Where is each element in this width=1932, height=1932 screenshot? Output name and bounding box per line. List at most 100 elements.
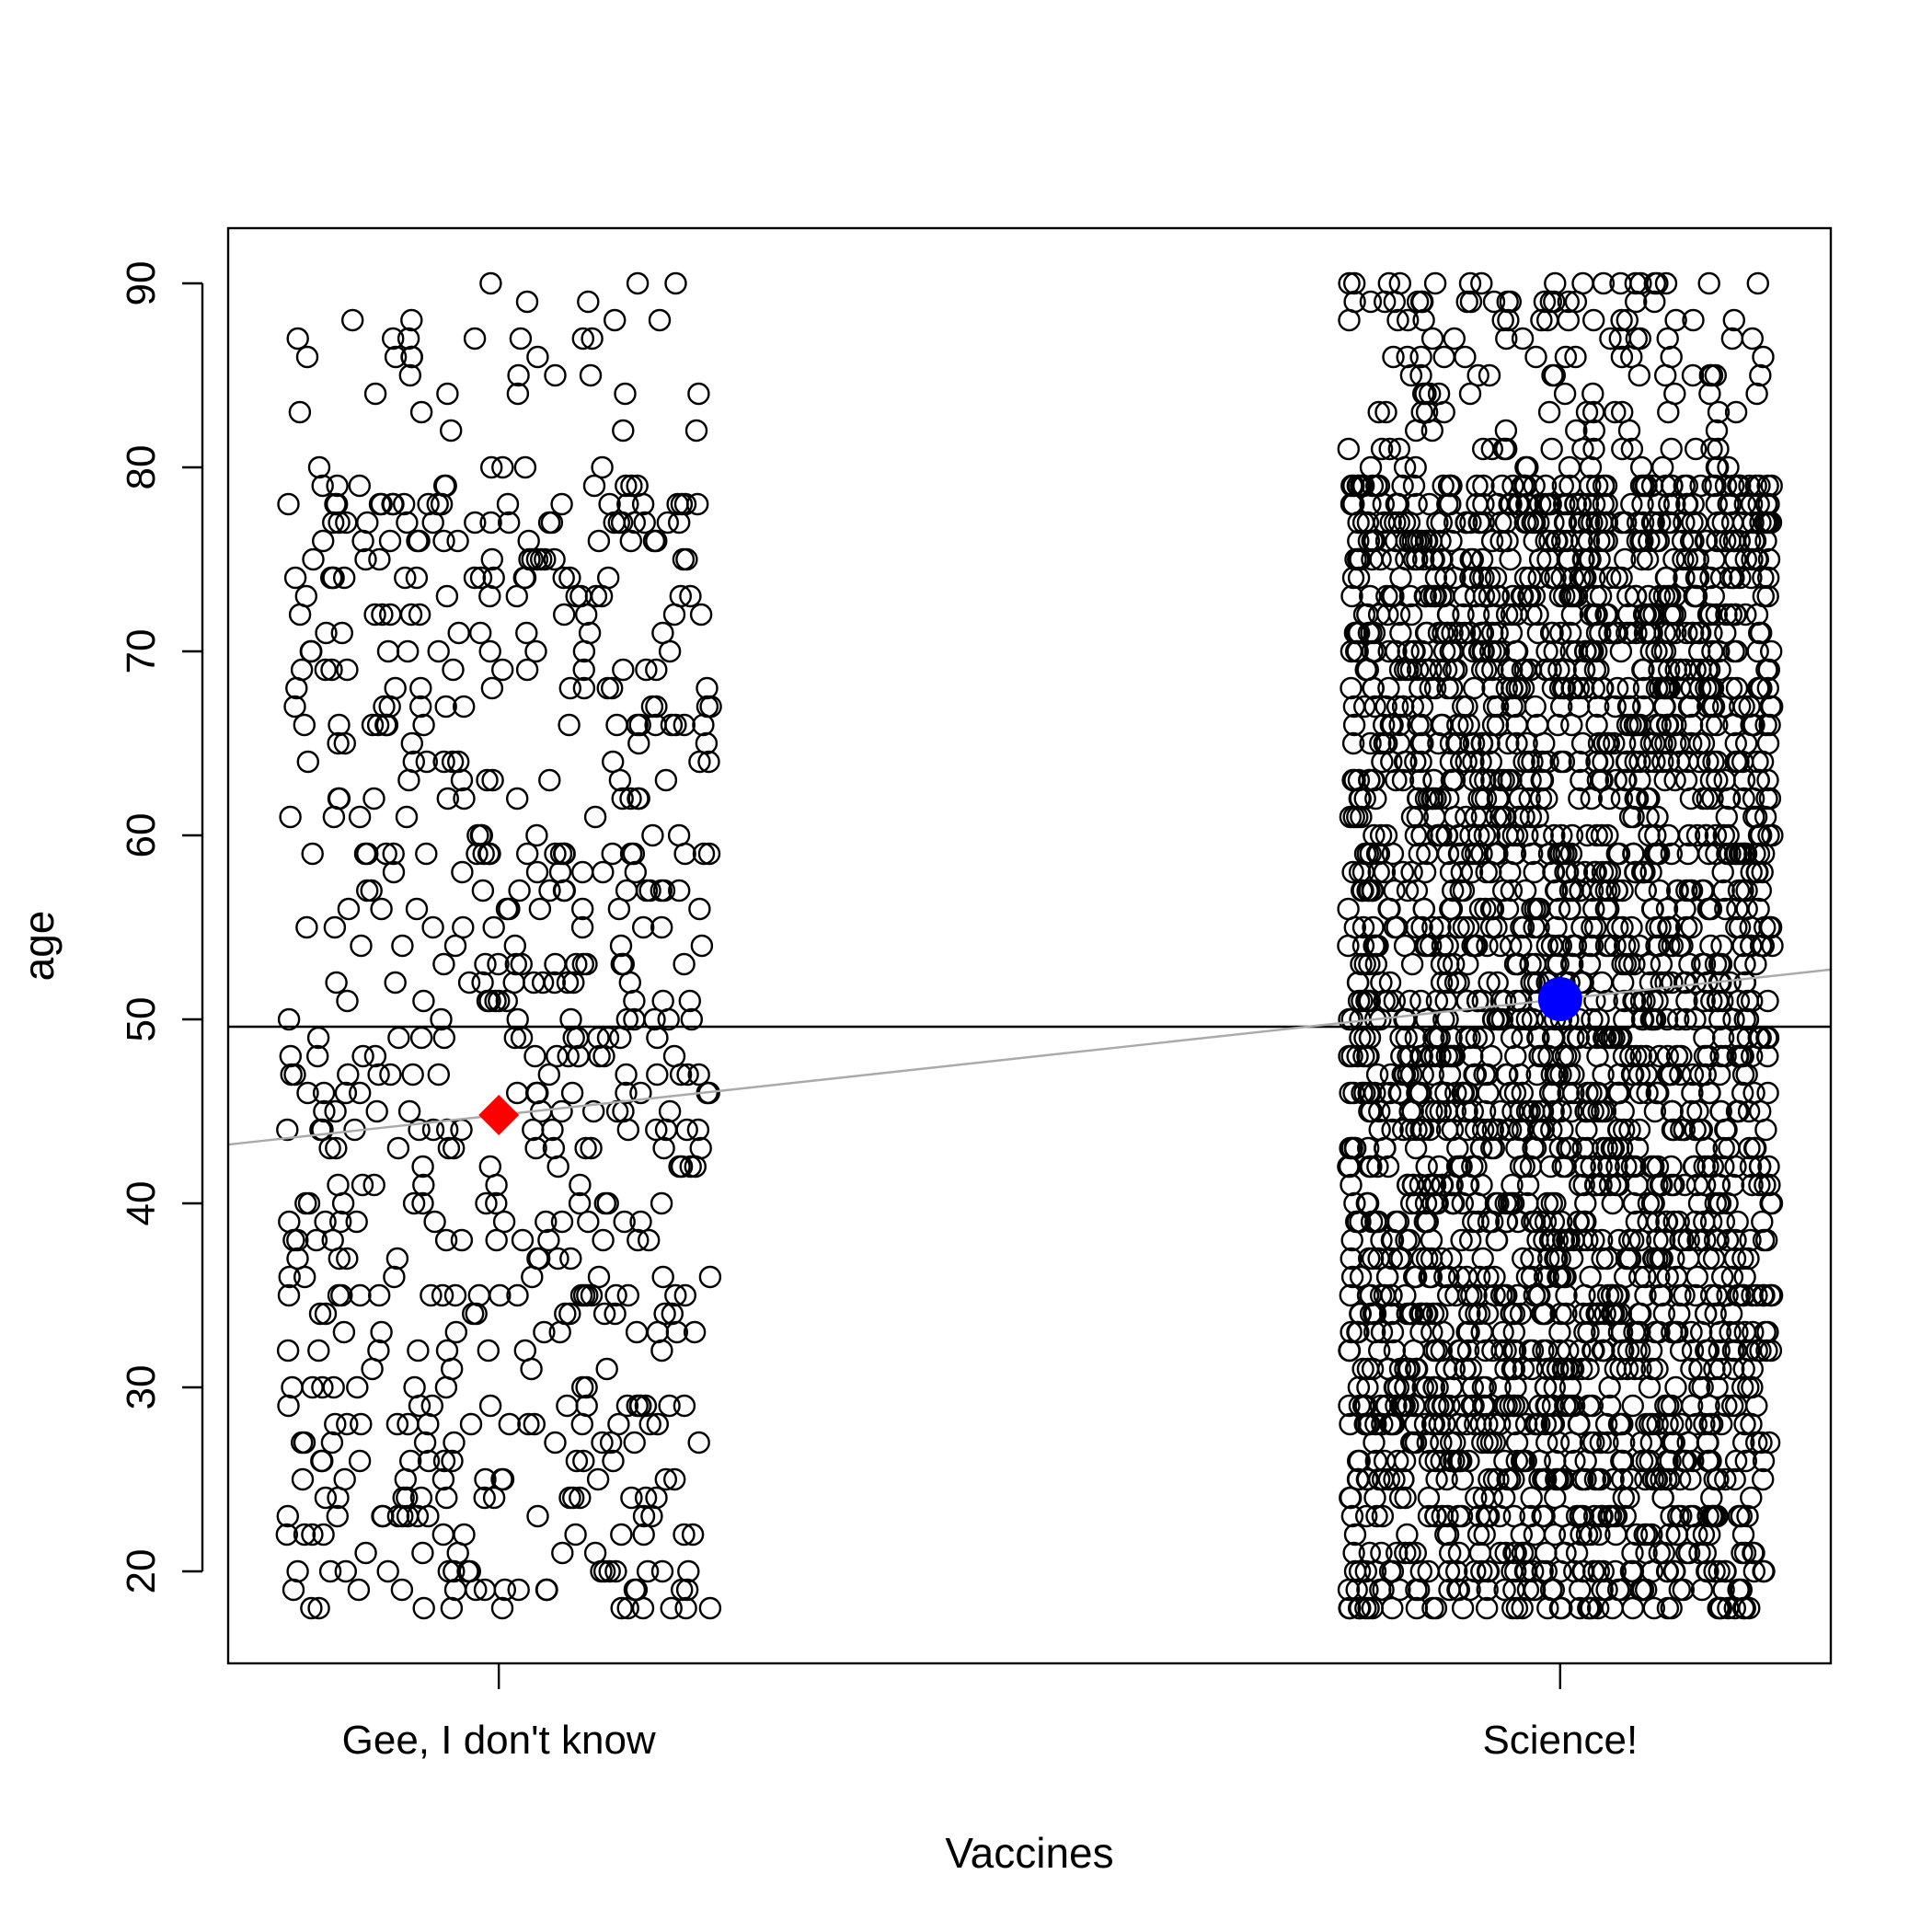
data-point <box>293 1431 316 1455</box>
data-point <box>1511 327 1535 351</box>
data-point <box>450 768 474 792</box>
data-point <box>320 658 343 682</box>
data-point <box>1509 1155 1533 1179</box>
data-point <box>1569 1578 1592 1602</box>
data-point <box>1535 1559 1558 1583</box>
data-point <box>504 952 527 976</box>
data-point <box>1398 1541 1421 1565</box>
data-point <box>1481 1118 1505 1142</box>
data-point <box>1608 327 1632 351</box>
data-point <box>1670 1044 1693 1068</box>
data-point <box>1700 695 1724 719</box>
data-point <box>1667 731 1691 755</box>
data-point <box>1540 1063 1564 1087</box>
data-point <box>1720 511 1744 535</box>
data-point <box>1638 823 1661 847</box>
data-point <box>1582 897 1605 921</box>
data-point <box>544 952 567 976</box>
data-point <box>544 842 567 866</box>
data-point <box>437 1559 460 1583</box>
data-point <box>1646 1412 1669 1436</box>
data-point <box>1656 327 1679 351</box>
data-point <box>1535 1339 1558 1363</box>
data-point <box>1735 897 1758 921</box>
data-point <box>1521 750 1544 774</box>
data-point <box>1751 1210 1774 1234</box>
data-point <box>1391 695 1415 719</box>
data-point <box>1531 1504 1554 1528</box>
data-point <box>1638 529 1661 553</box>
data-point <box>1358 584 1382 608</box>
data-point <box>1577 1357 1600 1381</box>
data-point <box>1604 695 1627 719</box>
data-point <box>286 327 309 351</box>
data-point <box>383 1265 406 1289</box>
data-point <box>409 1026 433 1050</box>
data-point <box>1519 1504 1542 1528</box>
data-point <box>1370 1320 1394 1344</box>
data-point <box>1443 1044 1466 1068</box>
data-point <box>312 529 335 553</box>
data-point <box>503 934 526 958</box>
data-point <box>434 695 457 719</box>
data-point <box>1589 584 1613 608</box>
data-point <box>535 1578 558 1602</box>
data-point <box>1342 695 1366 719</box>
data-point <box>1679 787 1703 811</box>
data-point <box>447 750 470 774</box>
data-point <box>1474 1339 1497 1363</box>
data-point <box>1476 1302 1500 1326</box>
data-point <box>1646 805 1669 829</box>
data-point <box>1456 952 1479 976</box>
data-point <box>1752 842 1776 866</box>
data-point <box>1640 1523 1663 1547</box>
data-point <box>598 492 621 516</box>
data-point <box>1401 1173 1425 1197</box>
data-point <box>1365 1504 1388 1528</box>
data-point <box>1502 1394 1525 1418</box>
data-point <box>509 327 533 351</box>
data-point <box>1755 1339 1778 1363</box>
data-point <box>1722 529 1746 553</box>
data-point <box>1669 1063 1692 1087</box>
data-point <box>615 1394 639 1418</box>
data-point <box>1647 1081 1670 1105</box>
data-point <box>413 1431 437 1455</box>
data-point <box>1706 989 1730 1013</box>
data-point <box>699 695 722 719</box>
data-point <box>538 879 561 903</box>
data-point <box>1745 860 1768 884</box>
data-point <box>1542 860 1565 884</box>
data-point <box>1396 1523 1419 1547</box>
data-point <box>487 952 510 976</box>
data-point <box>619 787 642 811</box>
data-point <box>1661 934 1685 958</box>
data-point <box>650 915 673 939</box>
data-point <box>1679 731 1703 755</box>
data-point <box>436 382 459 406</box>
data-point <box>332 1320 356 1344</box>
data-point <box>1746 271 1770 295</box>
y-tick-label: 20 <box>119 1549 164 1594</box>
data-point <box>300 639 323 663</box>
data-point <box>411 1155 434 1179</box>
data-point <box>1416 1431 1440 1455</box>
data-point <box>1471 1431 1494 1455</box>
data-point <box>478 639 501 663</box>
data-point <box>1347 474 1370 498</box>
data-point <box>572 639 596 663</box>
data-point <box>362 787 385 811</box>
data-point <box>1501 1596 1524 1620</box>
data-point <box>1706 768 1729 792</box>
data-point <box>1349 1302 1372 1326</box>
data-point <box>1739 1155 1763 1179</box>
data-point <box>1688 621 1712 645</box>
data-point <box>1534 1210 1558 1234</box>
data-point <box>1491 308 1514 332</box>
data-point <box>1496 1118 1519 1142</box>
data-point <box>1712 1136 1735 1160</box>
data-point <box>683 1320 707 1344</box>
data-point <box>1654 731 1677 755</box>
data-point <box>1540 437 1563 461</box>
data-point <box>689 603 713 627</box>
